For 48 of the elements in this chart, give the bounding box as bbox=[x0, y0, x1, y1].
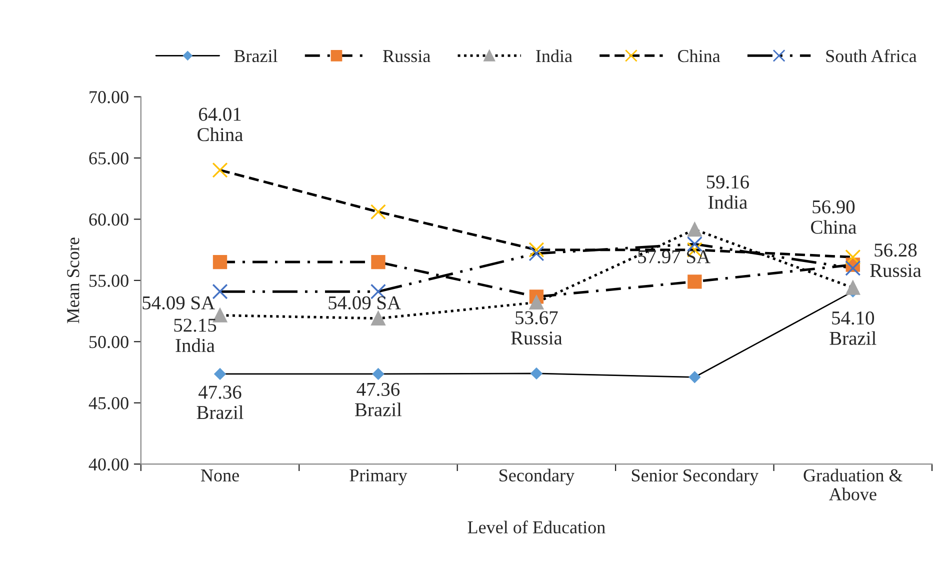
point bbox=[688, 222, 702, 237]
y-tick-label: 60.00 bbox=[89, 213, 128, 226]
point bbox=[688, 371, 700, 383]
point bbox=[845, 249, 861, 265]
y-tick-label: 50.00 bbox=[90, 336, 128, 348]
x-axis-title: Level of Education bbox=[468, 520, 606, 534]
data-label: 56.28 Russia bbox=[870, 244, 922, 278]
legend-label: Brazil bbox=[234, 49, 278, 62]
y-tick-label: 45.00 bbox=[88, 397, 128, 410]
y-tick-label: 70.00 bbox=[90, 91, 128, 104]
y-axis-title: Mean Score bbox=[67, 238, 80, 324]
point bbox=[214, 368, 226, 380]
x-tick-label: Senior Secondary bbox=[632, 468, 759, 486]
point bbox=[529, 295, 544, 310]
point bbox=[528, 242, 544, 258]
point bbox=[212, 162, 228, 178]
data-label: 54.09 SA bbox=[142, 296, 215, 310]
x-tick-label: Secondary bbox=[500, 468, 574, 486]
legend-label: South Africa bbox=[826, 49, 917, 62]
data-label: 64.01 China bbox=[198, 108, 243, 142]
y-tick-label: 40.00 bbox=[88, 458, 128, 471]
point bbox=[370, 204, 386, 220]
data-label: 54.09 SA bbox=[328, 296, 401, 310]
x-tick-label: Primary bbox=[350, 469, 408, 486]
data-label: 52.15 India bbox=[174, 318, 216, 352]
point bbox=[530, 368, 542, 380]
x-tick-label: None bbox=[200, 469, 239, 482]
x-tick-label: Graduation & Above bbox=[804, 468, 902, 500]
point bbox=[528, 246, 544, 262]
data-label: 57.97 SA bbox=[638, 250, 710, 264]
data-label: 47.36 Brazil bbox=[196, 386, 244, 420]
data-label: 56.90 China bbox=[811, 200, 856, 234]
legend-label: Russia bbox=[383, 50, 430, 62]
y-tick-label: 65.00 bbox=[89, 152, 128, 165]
point bbox=[371, 311, 386, 326]
legend-label: India bbox=[536, 49, 572, 62]
point bbox=[845, 260, 861, 276]
point bbox=[212, 254, 228, 270]
point bbox=[688, 274, 702, 289]
data-label: 47.36 Brazil bbox=[355, 382, 402, 416]
y-tick-label: 55.00 bbox=[90, 274, 128, 287]
point bbox=[846, 280, 860, 295]
legend-label: China bbox=[678, 49, 720, 62]
data-label: 59.16 India bbox=[706, 175, 749, 209]
point bbox=[372, 368, 384, 380]
data-label: 53.67 Russia bbox=[511, 311, 562, 345]
data-label: 54.10 Brazil bbox=[830, 311, 876, 345]
point bbox=[371, 254, 386, 270]
